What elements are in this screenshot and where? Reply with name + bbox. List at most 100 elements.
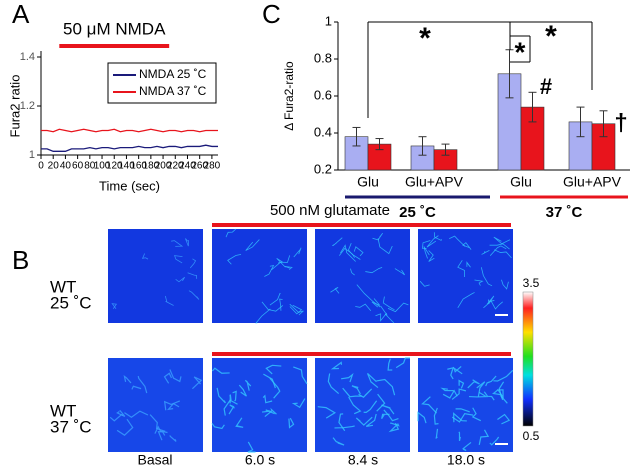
cell-process — [238, 384, 247, 397]
cell-process — [381, 404, 395, 415]
colorbar-label: 3.5 — [523, 276, 540, 290]
cell-process — [163, 372, 173, 384]
cell-process — [476, 381, 486, 397]
cell-process — [421, 396, 438, 414]
cell-process — [355, 416, 373, 426]
colorbar-label: 0.5 — [523, 429, 540, 443]
cell-process — [223, 399, 238, 416]
cell-process — [457, 260, 465, 277]
annotation: * — [545, 20, 557, 53]
cell-process — [211, 422, 225, 430]
cell-process — [493, 369, 514, 382]
cell-process — [426, 235, 439, 248]
group-label: 25 ˚C — [399, 204, 436, 221]
cell-process — [188, 290, 200, 300]
x-tick-label: Glu+APV — [405, 174, 464, 190]
cell-process — [383, 409, 399, 422]
cell-process — [288, 417, 295, 429]
micrograph — [212, 358, 307, 452]
cell-process — [338, 413, 346, 432]
cell-process — [428, 250, 435, 262]
cell-process — [462, 242, 472, 250]
cell-process — [171, 240, 184, 247]
cell-process — [449, 235, 466, 247]
cell-process — [382, 296, 395, 311]
cell-process — [317, 406, 337, 419]
column-label: 6.0 s — [245, 452, 275, 468]
cell-process — [423, 246, 430, 259]
cell-process — [366, 372, 379, 389]
annotation: * — [419, 22, 431, 55]
cell-process — [116, 418, 134, 436]
cell-process — [490, 300, 503, 310]
cell-process — [189, 258, 197, 269]
column-label: 18.0 s — [447, 452, 485, 468]
y-tick-label: 0.6 — [314, 87, 332, 102]
cell-process — [458, 431, 461, 442]
x-tick-label: 240 — [179, 161, 196, 172]
x-tick-label: 20 — [48, 161, 60, 172]
panel-label: B — [12, 245, 29, 275]
cell-process — [351, 385, 361, 395]
cell-process — [137, 375, 148, 394]
row-label: 25 ˚C — [50, 293, 92, 312]
group-label: 37 ˚C — [546, 204, 583, 221]
cell-process — [261, 409, 275, 415]
cell-process — [341, 373, 354, 383]
cell-process — [332, 437, 345, 446]
cell-process — [332, 237, 343, 247]
row-label: 37 ˚C — [50, 417, 92, 436]
panel-label: A — [12, 0, 30, 29]
cell-process — [467, 379, 480, 389]
cell-process — [494, 249, 512, 259]
cell-process — [169, 435, 177, 442]
cell-process — [440, 387, 454, 392]
cell-process — [387, 302, 409, 313]
cell-process — [381, 413, 390, 420]
cell-process — [395, 357, 410, 369]
micrograph — [212, 229, 307, 323]
cell-process — [284, 265, 293, 270]
cell-process — [389, 422, 400, 427]
cell-process — [466, 261, 471, 268]
x-tick-label: 120 — [106, 161, 123, 172]
cell-process — [501, 279, 509, 290]
cell-process — [375, 312, 388, 322]
cell-process — [458, 379, 465, 389]
legend-box — [107, 62, 217, 104]
cell-process — [489, 243, 510, 250]
cell-process — [355, 303, 372, 312]
cell-process — [293, 366, 308, 385]
cell-process — [497, 413, 511, 425]
cell-process — [123, 375, 132, 384]
x-tick-label: 0 — [38, 161, 44, 172]
y-tick-label: 0.2 — [314, 161, 332, 176]
y-tick-label: 1.2 — [20, 100, 35, 112]
x-tick-label: 220 — [167, 161, 184, 172]
cell-process — [487, 299, 495, 305]
cell-process — [265, 364, 282, 375]
cell-process — [478, 429, 490, 446]
cell-process — [451, 413, 474, 423]
y-tick-label: 1 — [29, 149, 35, 161]
cell-process — [485, 375, 497, 387]
annotation: # — [540, 74, 552, 99]
cell-process — [232, 390, 237, 402]
micrograph — [108, 358, 203, 452]
x-tick-label: 200 — [155, 161, 172, 172]
cell-process — [462, 441, 472, 452]
cell-process — [348, 396, 362, 415]
cell-process — [365, 413, 377, 427]
colorbar — [522, 291, 534, 427]
cell-process — [175, 276, 186, 283]
stimulus-label: 500 nM glutamate — [270, 202, 390, 219]
cell-process — [447, 367, 454, 380]
cell-process — [483, 295, 495, 309]
cell-process — [339, 247, 355, 258]
cell-process — [358, 388, 373, 398]
y-tick-label: 1 — [325, 13, 332, 28]
cell-process — [263, 373, 276, 389]
cell-process — [163, 400, 181, 411]
micrograph — [315, 358, 410, 452]
cell-process — [289, 304, 303, 315]
